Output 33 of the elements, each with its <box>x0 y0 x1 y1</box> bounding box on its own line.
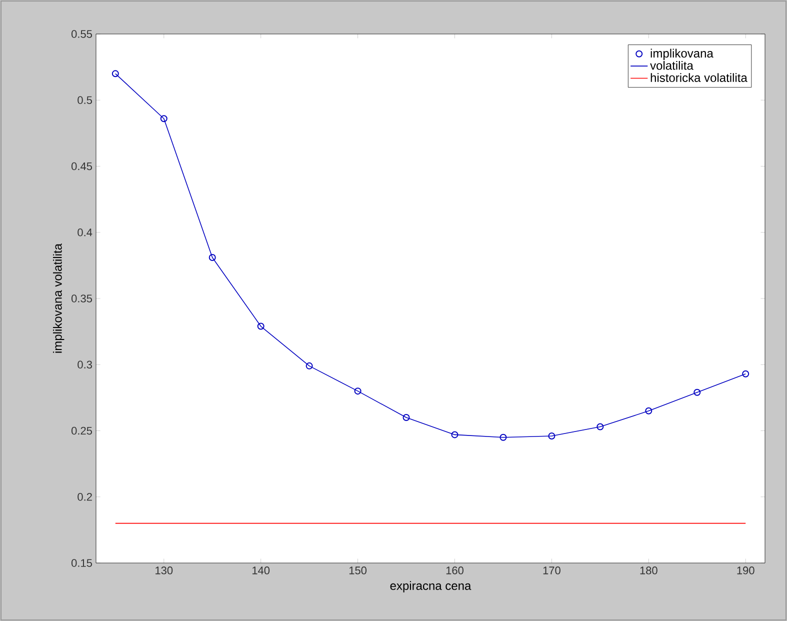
y-tick-label: 0.15 <box>71 559 92 567</box>
y-tick-label: 0.25 <box>71 426 92 435</box>
y-axis-title: implikovana volatilita <box>53 244 64 353</box>
point <box>645 407 652 414</box>
point <box>596 423 604 430</box>
point <box>500 434 507 441</box>
point <box>548 432 556 440</box>
x-tick-label: 150 <box>349 566 367 574</box>
x-axis-title: expiracna cena <box>390 581 472 592</box>
y-tick-label: 0.45 <box>71 162 92 170</box>
point <box>208 254 216 261</box>
point <box>694 388 701 396</box>
legend-label: implikovana <box>650 48 714 60</box>
x-tick-label: 180 <box>640 566 658 574</box>
point <box>257 322 264 330</box>
y-tick-label: 0.4 <box>78 228 92 236</box>
x-tick-label: 170 <box>543 566 560 574</box>
y-tick-label: 0.35 <box>71 294 92 302</box>
y-tick-label: 0.55 <box>71 30 92 38</box>
point <box>354 388 362 395</box>
point <box>306 362 313 370</box>
y-tick-label: 0.5 <box>78 96 92 104</box>
y-tick-label: 0.2 <box>78 492 92 501</box>
x-tick-label: 140 <box>252 566 270 574</box>
x-tick-label: 130 <box>156 566 173 574</box>
point <box>160 115 168 122</box>
legend-label: volatilita <box>650 60 694 70</box>
legend-label: historicka volatilita <box>650 73 748 82</box>
x-tick-label: 160 <box>446 566 464 574</box>
x-tick-label: 190 <box>737 566 754 574</box>
point <box>402 414 410 422</box>
point <box>451 431 458 438</box>
y-tick-label: 0.3 <box>78 360 92 369</box>
